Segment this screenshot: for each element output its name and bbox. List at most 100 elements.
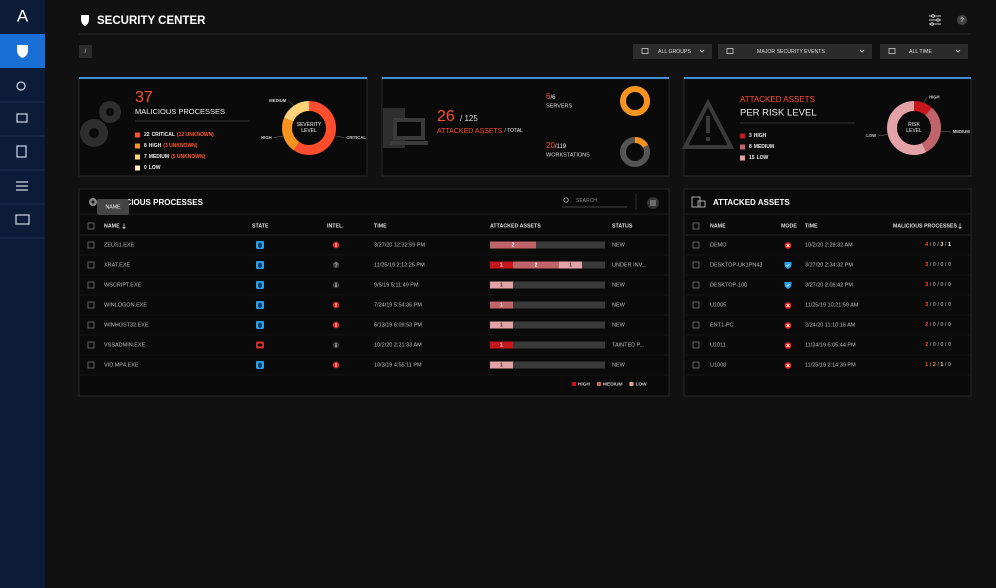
settings-icon[interactable] bbox=[929, 14, 941, 26]
count-separator: / bbox=[945, 262, 947, 268]
checkbox[interactable] bbox=[692, 361, 700, 369]
process-count: 0 bbox=[948, 282, 951, 288]
process-count: 0 bbox=[933, 282, 936, 288]
checkbox[interactable] bbox=[692, 222, 700, 230]
process-name: WINHOST32.EXE bbox=[104, 322, 149, 328]
donut-label: LOW bbox=[866, 133, 876, 138]
level-count: 8 bbox=[749, 144, 752, 150]
metric-value: 26 bbox=[437, 108, 455, 125]
sort-arrow bbox=[958, 223, 962, 230]
bar-segment bbox=[490, 321, 513, 329]
state-glyph bbox=[258, 362, 262, 369]
process-time: 3/27/20 12:32:59 PM bbox=[374, 242, 425, 248]
chevron bbox=[699, 49, 705, 53]
column-header: TIME bbox=[805, 223, 818, 229]
process-count: 0 bbox=[933, 342, 936, 348]
checkbox[interactable] bbox=[87, 261, 95, 269]
checkbox[interactable] bbox=[692, 301, 700, 309]
checkbox[interactable] bbox=[87, 301, 95, 309]
card-accent bbox=[79, 77, 367, 79]
group-total: /6 bbox=[550, 95, 556, 101]
state-eye bbox=[257, 343, 263, 347]
group-total: /119 bbox=[555, 144, 567, 150]
sidebar: A bbox=[0, 0, 45, 588]
metric-total: / 125 bbox=[460, 114, 478, 123]
warning-icon bbox=[681, 98, 735, 149]
search-icon[interactable] bbox=[563, 197, 569, 203]
process-status: NEW bbox=[612, 242, 626, 248]
level-item: 8 MEDIUM bbox=[749, 144, 774, 150]
process-time: 6/13/19 6:09:53 PM bbox=[374, 322, 422, 328]
process-count: 0 bbox=[933, 322, 936, 328]
checkbox[interactable] bbox=[87, 341, 95, 349]
checkbox[interactable] bbox=[692, 261, 700, 269]
mode-glyph bbox=[786, 283, 790, 287]
nav-reports[interactable] bbox=[16, 145, 27, 158]
nav-shield[interactable] bbox=[17, 45, 28, 58]
asset-time: 2/24/20 11:10:16 AM bbox=[805, 322, 856, 328]
nav-settings[interactable] bbox=[15, 214, 30, 225]
count-separator: / bbox=[930, 342, 932, 348]
columns-glyph bbox=[650, 200, 656, 206]
breadcrumb-box[interactable] bbox=[79, 45, 92, 58]
state-glyph bbox=[258, 322, 262, 329]
legend-swatch bbox=[740, 133, 745, 139]
count-separator: / bbox=[937, 262, 939, 268]
table-title: ATTACKED ASSETS bbox=[713, 198, 790, 207]
process-count: 0 bbox=[940, 262, 943, 268]
donut-center-label: RISK LEVEL bbox=[906, 122, 922, 134]
checkbox[interactable] bbox=[692, 321, 700, 329]
state-glyph bbox=[258, 282, 262, 289]
help-icon[interactable] bbox=[957, 15, 967, 25]
legend-swatch bbox=[135, 132, 140, 138]
asset-time: 3/27/20 2:34:32 PM bbox=[805, 262, 853, 268]
metric-label: ATTACKED ASSETS / TOTAL bbox=[437, 128, 523, 135]
level-unknown: (12 UNKNOWN) bbox=[177, 132, 214, 138]
checkbox[interactable] bbox=[692, 241, 700, 249]
group-value: 6 bbox=[546, 92, 551, 101]
gears-icon bbox=[80, 101, 121, 147]
checkbox[interactable] bbox=[87, 281, 95, 289]
donut-center-line: RISK bbox=[908, 122, 920, 128]
checkbox[interactable] bbox=[87, 361, 95, 369]
column-header: MODE bbox=[781, 223, 797, 229]
level-count: 22 bbox=[144, 132, 150, 138]
count-separator: / bbox=[945, 242, 947, 248]
checkbox[interactable] bbox=[692, 341, 700, 349]
bar-label: 1 bbox=[500, 343, 503, 349]
process-count: 0 bbox=[948, 362, 951, 368]
process-counts: 3/0/0/0 bbox=[925, 302, 951, 308]
filter-dropdown[interactable] bbox=[880, 44, 968, 59]
process-count: 0 bbox=[933, 262, 936, 268]
intel-glyph bbox=[335, 283, 337, 284]
checkbox[interactable] bbox=[692, 281, 700, 289]
checkbox[interactable] bbox=[87, 321, 95, 329]
bar-label: 1 bbox=[500, 283, 503, 289]
intel-glyph bbox=[335, 306, 337, 307]
process-count: 0 bbox=[940, 322, 943, 328]
bar-segment bbox=[490, 341, 513, 349]
count-separator: / bbox=[930, 282, 932, 288]
bar-track bbox=[490, 241, 605, 249]
process-count: 3 bbox=[925, 262, 928, 268]
nav-assets[interactable] bbox=[16, 113, 28, 123]
group-value: 20 bbox=[546, 141, 555, 150]
column-header: ATTACKED ASSETS bbox=[490, 223, 541, 229]
breadcrumb: / bbox=[85, 49, 87, 55]
level-item: 15 LOW bbox=[749, 155, 769, 161]
bar-segment bbox=[490, 261, 513, 269]
filter-dropdown[interactable] bbox=[633, 44, 712, 59]
bar-label: 1 bbox=[500, 363, 503, 369]
level-name: CRITICAL bbox=[152, 132, 175, 138]
filter-dropdown[interactable] bbox=[718, 44, 872, 59]
process-count: 2 bbox=[925, 342, 928, 348]
checkbox[interactable] bbox=[87, 222, 95, 230]
process-status: UNDER INV... bbox=[612, 262, 647, 268]
nav-list[interactable] bbox=[16, 181, 28, 191]
level-unknown: (3 UNKNOWN) bbox=[163, 143, 197, 149]
mode-glyph bbox=[786, 303, 790, 308]
process-name: ZEUS1.EXE bbox=[104, 242, 135, 248]
checkbox[interactable] bbox=[87, 241, 95, 249]
legend-label: LOW bbox=[635, 382, 647, 388]
nav-search[interactable] bbox=[16, 81, 26, 91]
